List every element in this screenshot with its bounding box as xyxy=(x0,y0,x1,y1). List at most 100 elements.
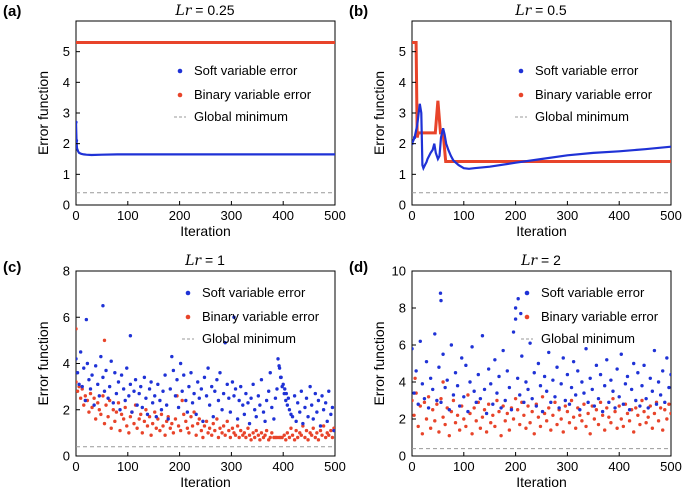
soft-error-point xyxy=(561,356,565,360)
binary-error-point xyxy=(522,413,526,417)
soft-error-point xyxy=(76,139,79,143)
legend-soft-label: Soft variable error xyxy=(541,285,645,300)
binary-error-point xyxy=(239,428,243,433)
x-tick-label: 100 xyxy=(453,459,475,474)
soft-error-point xyxy=(658,393,663,397)
binary-error-point xyxy=(82,403,86,407)
binary-error-point xyxy=(76,389,80,393)
binary-error-point xyxy=(551,413,555,417)
soft-error-point xyxy=(542,374,547,379)
soft-error-point xyxy=(516,297,520,301)
binary-error-point xyxy=(144,408,148,412)
soft-error-point xyxy=(323,401,328,405)
binary-error-point xyxy=(127,431,131,435)
chart-title: Lr = 0.5 xyxy=(514,2,567,19)
x-tick-label: 0 xyxy=(72,208,79,223)
binary-error-point xyxy=(528,421,532,425)
y-tick-label: 8 xyxy=(63,264,70,279)
binary-error-point xyxy=(145,424,150,428)
binary-error-point xyxy=(189,414,193,419)
soft-error-point xyxy=(476,372,481,377)
binary-error-point xyxy=(493,424,497,429)
soft-error-point xyxy=(266,389,271,393)
binary-error-point xyxy=(125,424,129,428)
binary-error-point xyxy=(118,428,122,433)
binary-error-point xyxy=(176,424,181,428)
soft-error-point xyxy=(144,396,148,400)
binary-error-point xyxy=(549,428,553,432)
soft-error-point xyxy=(119,373,124,377)
y-tick-label: 6 xyxy=(63,310,70,325)
binary-error-point xyxy=(76,327,78,331)
soft-error-point xyxy=(199,387,204,391)
binary-error-point xyxy=(311,426,315,430)
binary-error-point xyxy=(83,394,88,398)
binary-error-point xyxy=(567,421,572,425)
soft-error-point xyxy=(253,408,257,412)
binary-error-point xyxy=(453,421,458,425)
soft-error-point xyxy=(254,414,258,419)
soft-error-point xyxy=(246,401,250,405)
binary-error-point xyxy=(426,395,431,399)
binary-error-point xyxy=(244,435,248,440)
soft-error-point xyxy=(576,369,580,373)
soft-error-point xyxy=(118,408,122,412)
binary-error-point xyxy=(106,414,110,419)
binary-error-point xyxy=(135,426,139,430)
binary-error-point xyxy=(299,433,304,437)
x-tick-label: 300 xyxy=(557,208,579,223)
soft-error-point xyxy=(287,408,292,412)
binary-error-point xyxy=(109,426,113,430)
binary-error-point xyxy=(443,422,447,427)
soft-error-point xyxy=(123,398,127,403)
x-axis-label: Iteration xyxy=(516,223,567,239)
binary-error-point xyxy=(433,419,437,423)
soft-error-point xyxy=(638,404,642,408)
soft-error-point xyxy=(449,343,454,347)
soft-error-point xyxy=(239,384,243,389)
legend-binary-label: Binary variable error xyxy=(535,87,653,102)
soft-error-point xyxy=(163,373,167,377)
soft-error-point xyxy=(549,400,553,405)
soft-error-point xyxy=(571,359,576,364)
soft-error-point xyxy=(114,391,119,396)
soft-error-point xyxy=(235,417,240,421)
binary-error-point xyxy=(158,428,162,433)
binary-error-point xyxy=(223,433,227,437)
x-tick-label: 500 xyxy=(660,459,682,474)
soft-error-point xyxy=(281,382,285,387)
soft-error-point xyxy=(150,401,155,405)
binary-error-point xyxy=(412,398,414,403)
binary-error-point xyxy=(142,419,147,424)
binary-error-point xyxy=(652,411,657,416)
binary-error-point xyxy=(658,406,663,410)
soft-error-point xyxy=(482,387,487,392)
binary-error-point xyxy=(441,415,445,419)
soft-error-point xyxy=(128,382,133,387)
soft-error-point xyxy=(187,384,191,389)
binary-error-point xyxy=(159,412,164,417)
soft-error-point xyxy=(534,404,539,408)
soft-error-point xyxy=(530,396,534,401)
soft-error-point xyxy=(166,417,170,421)
soft-error-point xyxy=(202,375,207,380)
soft-error-point xyxy=(171,368,176,373)
binary-error-point xyxy=(227,428,231,433)
soft-error-point xyxy=(592,404,597,408)
soft-error-point xyxy=(519,311,523,316)
binary-error-point xyxy=(150,421,155,426)
binary-error-point xyxy=(197,417,201,421)
binary-error-point xyxy=(303,435,307,440)
y-tick-label: 3 xyxy=(63,106,70,121)
soft-error-point xyxy=(480,334,485,338)
panel-label: (a) xyxy=(3,3,21,20)
binary-error-point xyxy=(634,406,638,410)
binary-error-point xyxy=(466,393,470,397)
soft-error-point xyxy=(85,361,90,366)
soft-error-point xyxy=(642,363,646,368)
binary-error-point xyxy=(237,435,241,440)
soft-error-point xyxy=(495,391,499,395)
binary-error-point xyxy=(258,438,262,442)
soft-error-point xyxy=(261,410,266,414)
soft-error-point xyxy=(327,389,331,393)
